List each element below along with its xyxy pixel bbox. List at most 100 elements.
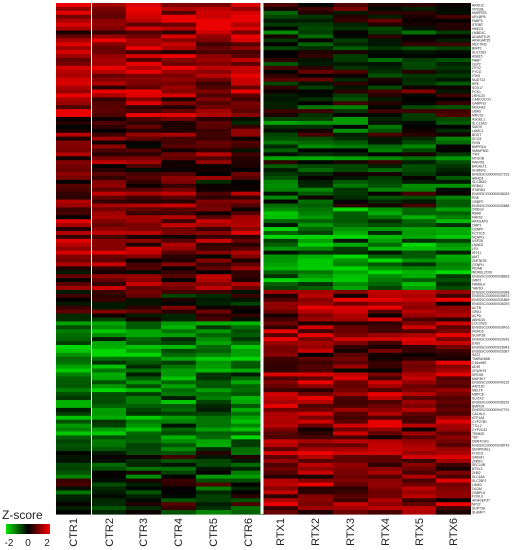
heatmap-cell — [231, 46, 266, 51]
heatmap-cell — [436, 195, 471, 201]
heatmap-cell — [368, 506, 403, 511]
heatmap-cell — [333, 325, 368, 330]
heatmap-cell — [161, 266, 196, 271]
heatmap-cell — [126, 270, 161, 275]
heatmap-cell — [126, 510, 161, 515]
heatmap-cell — [402, 360, 437, 366]
heatmap-cell — [436, 242, 471, 248]
heatmap-cell — [263, 58, 298, 63]
heatmap-cell — [92, 270, 127, 275]
heatmap-cell — [402, 116, 437, 122]
heatmap-cell — [56, 392, 91, 397]
heatmap-cell — [368, 333, 403, 338]
heatmap-cell — [368, 73, 403, 79]
heatmap-cell — [196, 38, 231, 43]
heatmap-cell — [333, 348, 368, 354]
heatmap-cell — [333, 301, 368, 307]
heatmap-cell — [126, 6, 161, 12]
heatmap-cell — [231, 352, 266, 358]
heatmap-cell — [436, 144, 471, 150]
row-label: ABHD3 — [472, 176, 483, 180]
heatmap-cell — [402, 329, 437, 334]
heatmap-cell — [126, 266, 161, 271]
row-label: ENSSSCG00000038833 — [472, 275, 509, 279]
heatmap-cell — [196, 69, 231, 75]
heatmap-cell — [231, 187, 266, 193]
heatmap-cell — [161, 258, 196, 264]
heatmap-cell — [92, 435, 127, 440]
heatmap-cell — [231, 407, 266, 413]
heatmap-cell — [402, 482, 437, 488]
heatmap-cell — [196, 26, 231, 32]
heatmap-cell — [436, 164, 471, 169]
heatmap-cell — [263, 478, 298, 484]
heatmap-cell — [92, 384, 127, 389]
heatmap-cell — [161, 211, 196, 216]
heatmap-cell — [196, 30, 231, 36]
heatmap-cell — [92, 199, 127, 205]
heatmap-cell — [298, 490, 333, 495]
heatmap-cell — [368, 510, 403, 515]
heatmap-cell — [56, 368, 91, 374]
heatmap-cell — [126, 26, 161, 32]
heatmap-cell — [196, 348, 231, 354]
column-label: CTR5 — [208, 518, 220, 547]
heatmap-cell — [368, 238, 403, 244]
heatmap-cell — [436, 85, 471, 91]
heatmap-cell — [126, 105, 161, 110]
heatmap-cell — [231, 262, 266, 267]
heatmap-cell — [298, 439, 333, 444]
heatmap-cell — [161, 85, 196, 91]
heatmap-cell — [298, 352, 333, 358]
heatmap-cell — [56, 270, 91, 275]
heatmap-cell — [126, 120, 161, 126]
heatmap-cell — [402, 451, 437, 456]
heatmap-cell — [92, 325, 127, 330]
heatmap-cell — [92, 411, 127, 417]
heatmap-cell — [231, 183, 266, 189]
heatmap-cell — [368, 309, 403, 315]
heatmap-cell — [402, 223, 437, 228]
row-label: FIGN — [472, 141, 481, 145]
heatmap-cell — [333, 183, 368, 189]
heatmap-cell — [368, 172, 403, 177]
heatmap-cell — [92, 254, 127, 260]
heatmap-cell — [92, 364, 127, 370]
heatmap-cell — [298, 427, 333, 433]
column-labels: CTR1 CTR2 CTR3 CTR4 CTR5 CTR6 RTX1 RTX2 RTX3 RTX4… — [68, 518, 460, 547]
heatmap-cell — [436, 490, 471, 495]
heatmap-cell — [436, 321, 471, 326]
heatmap-cell — [126, 411, 161, 417]
heatmap-cell — [92, 34, 127, 39]
heatmap-cell — [161, 474, 196, 480]
heatmap-cell — [161, 26, 196, 32]
heatmap-cell — [436, 183, 471, 189]
heatmap-cell — [333, 376, 368, 381]
heatmap-cell — [333, 305, 368, 311]
heatmap-cell — [402, 282, 437, 287]
heatmap-cell — [126, 18, 161, 24]
heatmap-cell — [436, 289, 471, 295]
heatmap-cell — [402, 38, 437, 43]
heatmap-cell — [263, 274, 298, 279]
heatmap-cell — [231, 113, 266, 118]
heatmap-cell — [263, 482, 298, 488]
row-label: ARHGAP35 — [472, 39, 490, 43]
heatmap-cell — [92, 30, 127, 36]
heatmap-cell — [92, 175, 127, 181]
heatmap-cell — [196, 427, 231, 433]
heatmap-cell — [161, 356, 196, 362]
heatmap-cell — [368, 360, 403, 366]
heatmap-cell — [92, 423, 127, 429]
row-label: SMINP500 — [472, 149, 489, 153]
heatmap-cell — [231, 384, 266, 389]
heatmap-cell — [161, 423, 196, 429]
heatmap-cell — [161, 234, 196, 240]
heatmap-cell — [92, 61, 127, 67]
heatmap-cell — [56, 242, 91, 248]
heatmap-cell — [333, 73, 368, 79]
heatmap-cell — [92, 101, 127, 106]
heatmap-cell — [298, 289, 333, 295]
heatmap-cell — [298, 482, 333, 488]
heatmap-cell — [333, 329, 368, 334]
